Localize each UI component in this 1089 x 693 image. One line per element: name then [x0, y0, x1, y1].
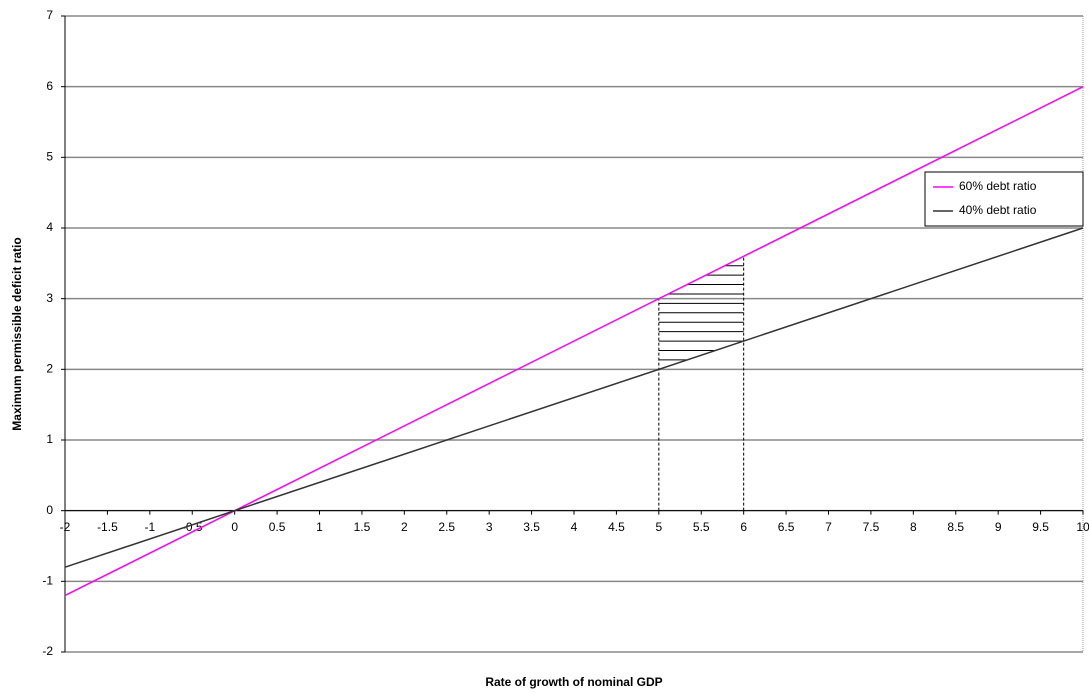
- x-tick-label: 7: [825, 520, 832, 534]
- y-tick-label: 4: [46, 220, 53, 234]
- x-axis-title: Rate of growth of nominal GDP: [485, 675, 662, 689]
- legend-box: [924, 171, 1084, 227]
- y-tick-label: 5: [46, 150, 53, 164]
- legend-label: 40% debt ratio: [959, 203, 1037, 217]
- x-tick-label: 3: [486, 520, 493, 534]
- y-tick-label: 0: [46, 503, 53, 517]
- y-tick-label: 2: [46, 362, 53, 376]
- y-tick-label: 1: [46, 432, 53, 446]
- x-tick-label: -2: [60, 520, 71, 534]
- y-tick-label: 3: [46, 291, 53, 305]
- line-series: [64, 227, 1084, 568]
- x-tick-label: 8.5: [947, 520, 964, 534]
- y-axis-title: Maximum permissible deficit ratio: [10, 237, 24, 430]
- plot-area: [64, 15, 1084, 653]
- x-tick-label: 3.5: [523, 520, 540, 534]
- x-tick-label: 1: [316, 520, 323, 534]
- x-tick-label: 4.5: [608, 520, 625, 534]
- x-tick-label: 9: [995, 520, 1002, 534]
- x-tick-label: 0: [231, 520, 238, 534]
- x-tick-label: 10: [1076, 520, 1089, 534]
- x-tick-label: 7.5: [863, 520, 880, 534]
- x-tick-label: 8: [910, 520, 917, 534]
- legend: 60% debt ratio 40% debt ratio: [924, 171, 1084, 227]
- x-tick-label: 6.5: [778, 520, 795, 534]
- y-tick-label: -1: [42, 574, 53, 588]
- x-tick-label: 1.5: [354, 520, 371, 534]
- y-tick-label: -2: [42, 644, 53, 658]
- x-tick-label: 2.5: [438, 520, 455, 534]
- x-tick-label: -1: [144, 520, 155, 534]
- y-tick-label: 7: [46, 8, 53, 22]
- x-tick-label: -1.5: [97, 520, 118, 534]
- y-tick-label: 6: [46, 79, 53, 93]
- x-tick-label: 5.5: [693, 520, 710, 534]
- legend-label: 60% debt ratio: [959, 179, 1037, 193]
- x-tick-label: 6: [740, 520, 747, 534]
- x-tick-label: 5: [655, 520, 662, 534]
- x-tick-label: 4: [571, 520, 578, 534]
- x-tick-label: 9.5: [1032, 520, 1049, 534]
- x-tick-label: 2: [401, 520, 408, 534]
- x-tick-label: 0.5: [269, 520, 286, 534]
